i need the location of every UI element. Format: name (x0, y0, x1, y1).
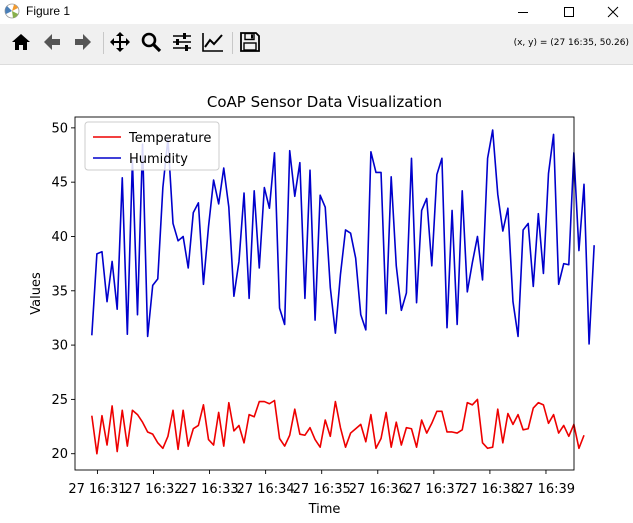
zoom-button[interactable] (137, 30, 165, 58)
x-tick-label: 27 16:32 (124, 482, 182, 497)
x-tick-label: 27 16:34 (237, 482, 295, 497)
y-axis-label: Values (29, 272, 44, 315)
window-titlebar: Figure 1 (0, 0, 633, 24)
minimize-icon (517, 3, 529, 22)
coordinates-readout: (x, y) = (27 16:35, 50.26) (513, 38, 629, 48)
legend-label-humidity: Humidity (129, 152, 188, 167)
series-line-temperature (91, 398, 585, 455)
minimize-button[interactable] (500, 0, 546, 24)
home-icon (10, 31, 32, 57)
chart-title: CoAP Sensor Data Visualization (207, 93, 442, 111)
navigation-toolbar (0, 24, 633, 65)
y-tick-label: 20 (51, 447, 68, 462)
magnifier-icon (140, 31, 162, 57)
move-icon (109, 31, 131, 57)
line-chart: CoAP Sensor Data Visualization 20 25 30 35 40… (29, 93, 595, 517)
toolbar-separator (232, 32, 233, 54)
floppy-icon (239, 31, 261, 57)
forward-button[interactable] (69, 30, 97, 58)
close-icon (607, 3, 619, 22)
figure-canvas[interactable]: CoAP Sensor Data Visualization 20 25 30 35 40… (0, 65, 633, 519)
configure-subplots-button[interactable] (168, 30, 196, 58)
plot-frame (74, 116, 575, 471)
x-tick-label: 27 16:39 (517, 482, 575, 497)
y-tick-label: 50 (51, 121, 68, 136)
x-axis-label: Time (308, 502, 341, 517)
close-button[interactable] (590, 0, 633, 24)
line-chart-icon (201, 31, 225, 57)
maximize-icon (563, 3, 575, 22)
back-button[interactable] (38, 30, 66, 58)
arrow-right-icon (72, 31, 94, 57)
x-tick-label: 27 16:38 (461, 482, 519, 497)
sliders-icon (171, 31, 193, 57)
y-tick-label: 35 (51, 284, 68, 299)
x-tick-label: 27 16:35 (293, 482, 351, 497)
y-tick-label: 45 (51, 176, 68, 191)
matplotlib-icon (4, 3, 20, 19)
pan-button[interactable] (106, 30, 134, 58)
x-tick-label: 27 16:33 (180, 482, 238, 497)
legend-label-temperature: Temperature (128, 131, 211, 146)
toolbar-separator (103, 32, 104, 54)
y-tick-label: 30 (51, 339, 68, 354)
arrow-left-icon (41, 31, 63, 57)
x-tick-label: 27 16:31 (68, 482, 126, 497)
x-tick-label: 27 16:36 (349, 482, 407, 497)
maximize-button[interactable] (546, 0, 592, 24)
x-tick-label: 27 16:37 (405, 482, 463, 497)
y-tick-label: 40 (51, 230, 68, 245)
window-title: Figure 1 (26, 4, 71, 18)
y-tick-label: 25 (51, 393, 68, 408)
series-line-humidity (91, 129, 595, 345)
edit-axis-button[interactable] (199, 30, 227, 58)
home-button[interactable] (7, 30, 35, 58)
save-button[interactable] (236, 30, 264, 58)
